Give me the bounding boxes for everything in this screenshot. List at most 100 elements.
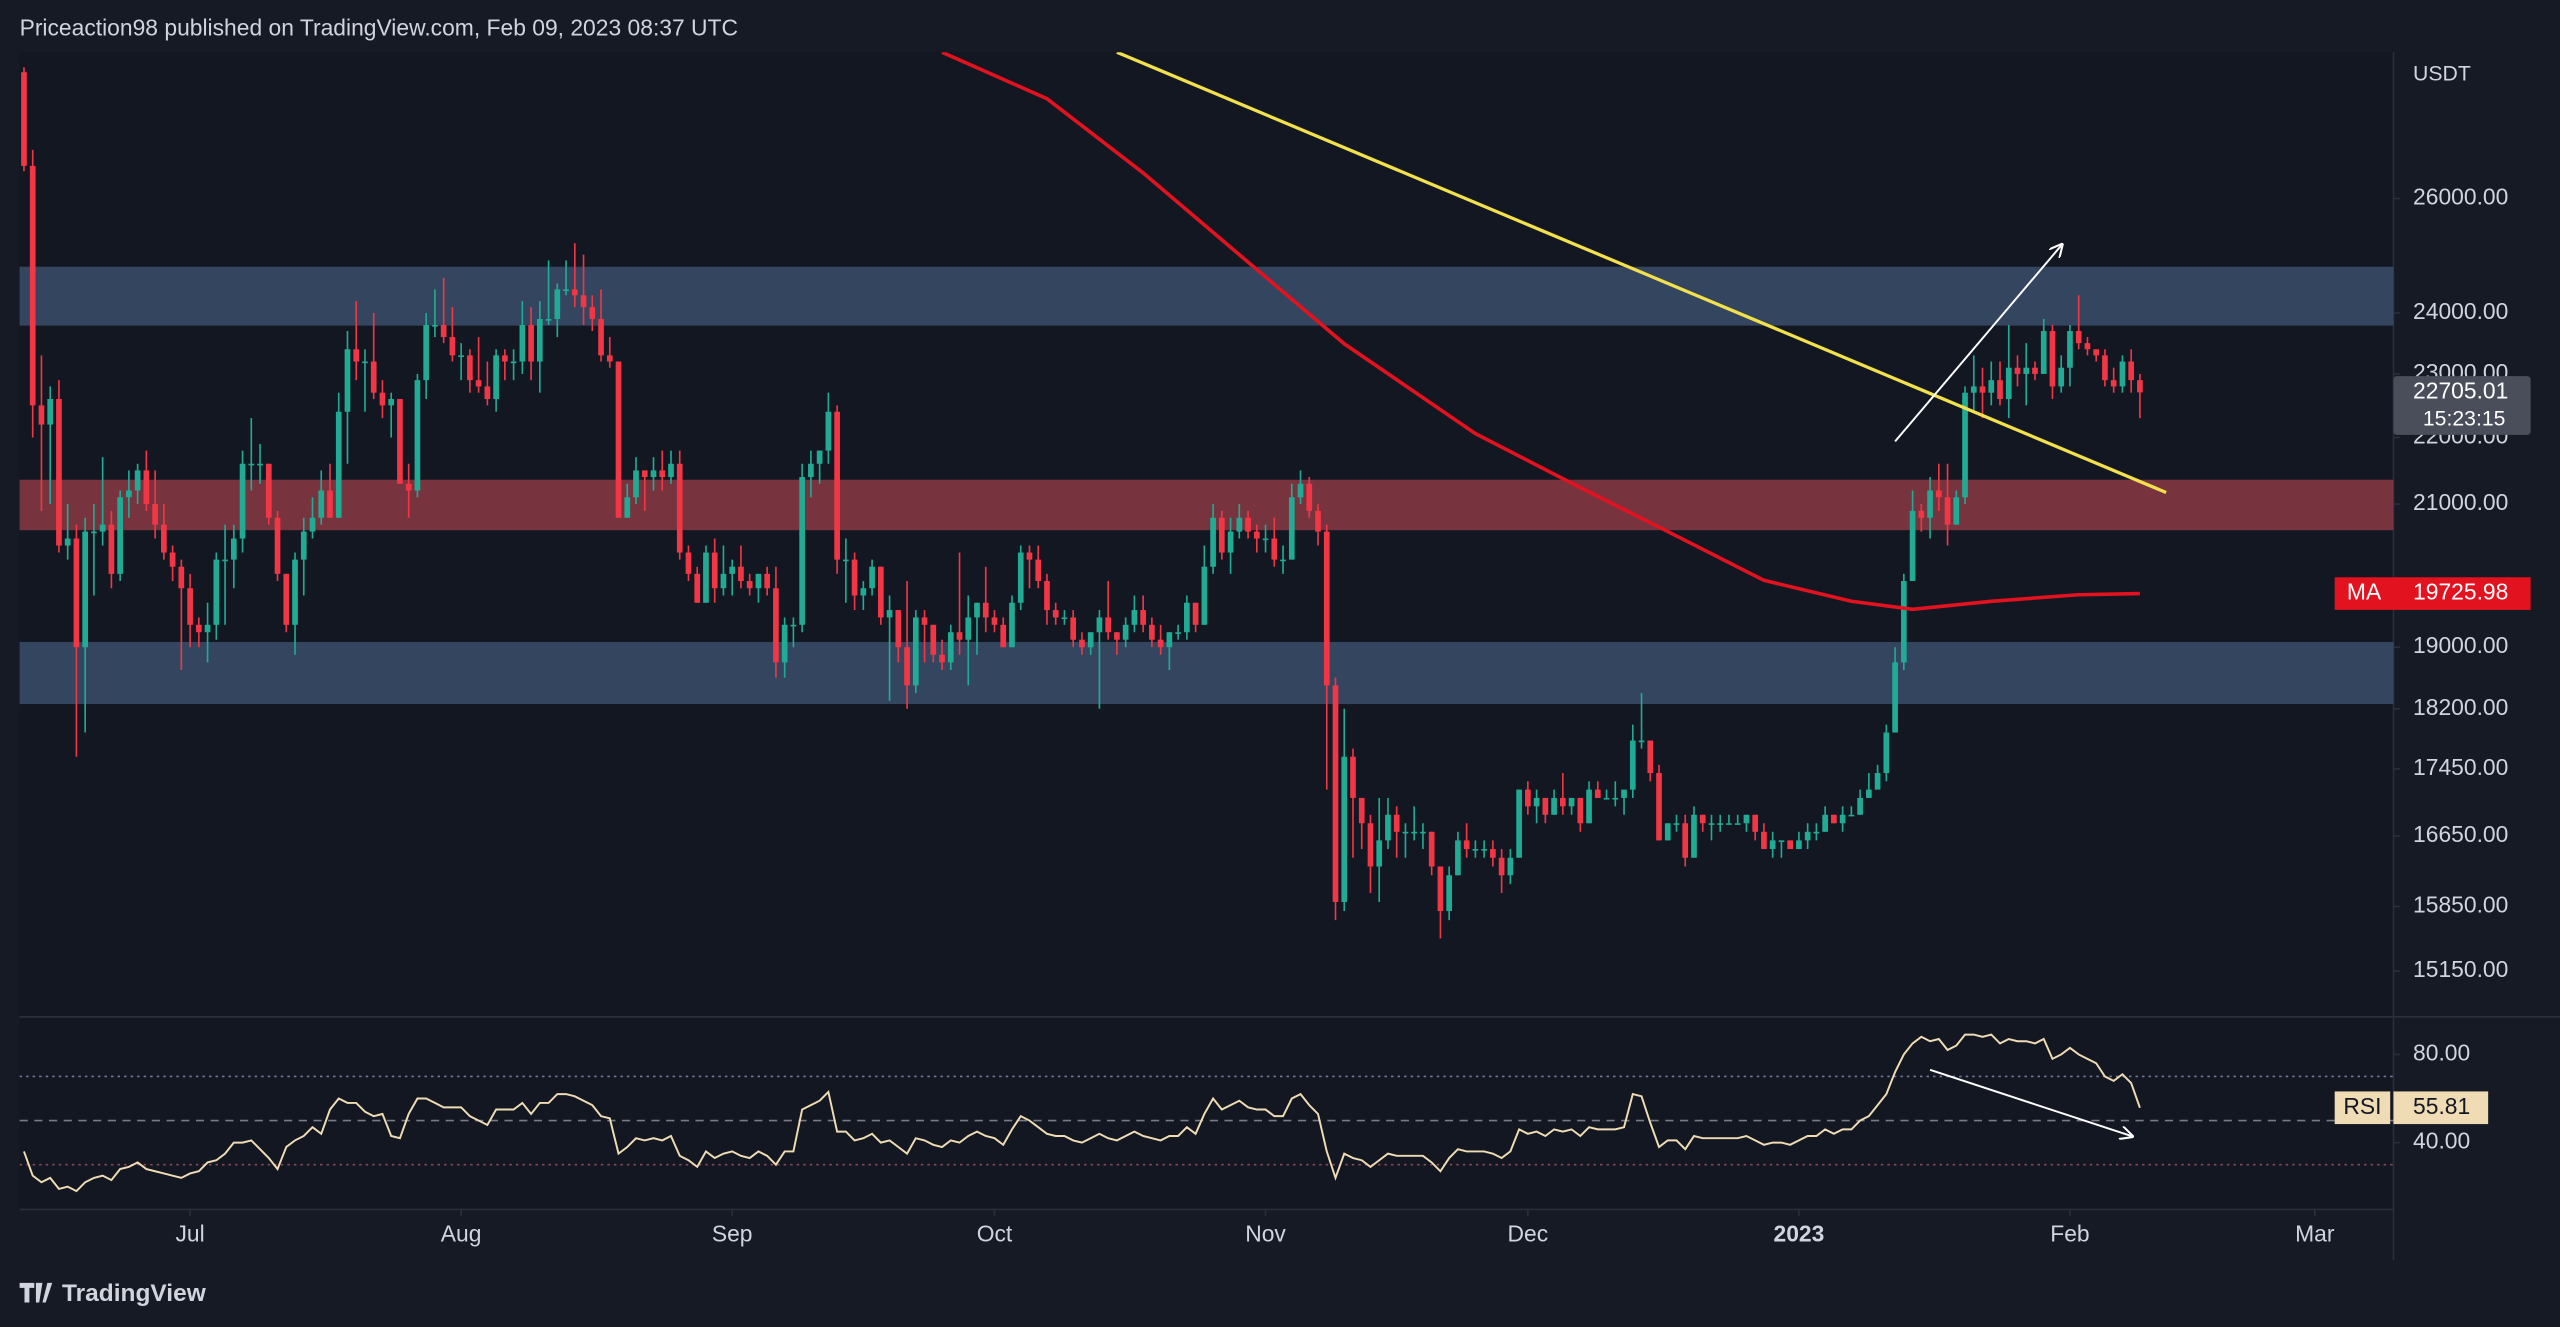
- candle-body: [432, 325, 438, 327]
- candle-body: [1551, 797, 1557, 815]
- candle-body: [860, 588, 867, 596]
- zone: [19, 641, 2394, 705]
- candle-body: [126, 490, 132, 498]
- candle-body: [2005, 367, 2012, 400]
- y-tick-label: 24000.00: [2413, 298, 2508, 324]
- candle-body: [484, 386, 491, 400]
- candle-body: [502, 355, 508, 362]
- candle-body: [1507, 857, 1514, 876]
- candle-body: [327, 490, 333, 518]
- candle-body: [1131, 610, 1138, 625]
- candle-body: [99, 524, 106, 532]
- candle-body: [1017, 552, 1024, 603]
- candle-body: [1577, 797, 1584, 824]
- candle-body: [1848, 814, 1855, 817]
- candle-body: [1796, 840, 1802, 850]
- candle-body: [790, 624, 797, 627]
- candle-body: [808, 463, 814, 478]
- candle-body: [2023, 367, 2030, 374]
- candle-body: [379, 392, 386, 406]
- candle-body: [1446, 875, 1453, 912]
- candle-body: [1979, 386, 1986, 393]
- candle-body: [178, 566, 185, 589]
- y-tick-label: 17450.00: [2413, 754, 2508, 780]
- candle-body: [974, 602, 980, 618]
- candle-body: [2102, 355, 2108, 381]
- candle-body: [545, 319, 552, 321]
- candle-body: [1892, 662, 1898, 733]
- candle-body: [335, 411, 342, 518]
- candle-body: [1122, 624, 1129, 640]
- candle-body: [213, 559, 220, 625]
- candle-body: [1096, 617, 1103, 633]
- candle-body: [694, 573, 701, 603]
- candle-body: [895, 610, 902, 648]
- candle-body: [29, 165, 36, 406]
- last-price-box: [2393, 376, 2531, 435]
- candle-body: [1350, 756, 1356, 798]
- candle-body: [1332, 685, 1339, 903]
- candle-body: [764, 573, 771, 589]
- candle-body: [1778, 840, 1785, 843]
- candle-body: [1140, 610, 1146, 625]
- candle-body: [204, 624, 211, 633]
- candle-body: [1734, 823, 1741, 825]
- brand: TradingView: [62, 1280, 207, 1307]
- candle-body: [467, 355, 473, 381]
- candle-body: [1997, 380, 2003, 400]
- candle-body: [1525, 789, 1531, 807]
- candle-body: [397, 399, 403, 484]
- candle-body: [82, 531, 89, 648]
- candle-body: [388, 399, 395, 406]
- candle-body: [1533, 797, 1540, 807]
- candle-body: [1883, 732, 1890, 774]
- y-tick-label: 15850.00: [2413, 892, 2508, 918]
- candle-body: [1175, 632, 1181, 634]
- y-tick-label: 26000.00: [2413, 184, 2508, 210]
- candle-body: [1297, 483, 1304, 498]
- candle-body: [685, 552, 692, 574]
- candle-body: [930, 624, 937, 655]
- candle-body: [1638, 740, 1645, 743]
- candle-body: [1437, 866, 1444, 912]
- candle-body: [1367, 823, 1374, 867]
- candle-body: [650, 470, 657, 478]
- candle-body: [965, 617, 972, 640]
- candle-body: [1656, 773, 1662, 841]
- candle-body: [1315, 510, 1321, 532]
- candle-body: [991, 617, 998, 625]
- x-tick-label: Nov: [1245, 1221, 1286, 1247]
- candle-body: [1490, 849, 1496, 858]
- candle-body: [1288, 497, 1295, 560]
- ma-value-box: [2393, 577, 2531, 610]
- candle-body: [73, 538, 80, 648]
- candle-body: [1402, 831, 1409, 834]
- x-tick-label: 2023: [1773, 1221, 1824, 1247]
- candle-body: [493, 355, 499, 400]
- candle-body: [21, 72, 27, 166]
- candle-body: [580, 295, 587, 308]
- candle-body: [2040, 331, 2047, 374]
- candle-body: [1839, 814, 1846, 824]
- candle-body: [2128, 361, 2135, 381]
- x-tick-label: Sep: [712, 1221, 753, 1247]
- countdown: 15:23:15: [2423, 408, 2506, 431]
- candle-body: [834, 411, 840, 560]
- last-price-label: 22705.01: [2413, 377, 2508, 403]
- candle-body: [589, 307, 596, 320]
- candle-body: [344, 349, 351, 412]
- candle-body: [1874, 773, 1881, 790]
- candle-body: [554, 289, 561, 320]
- candle-body: [1568, 797, 1575, 807]
- zone: [19, 266, 2394, 326]
- candle-body: [1691, 814, 1697, 858]
- rsi-y-tick-label: 40.00: [2413, 1128, 2470, 1154]
- ma-name: MA: [2347, 579, 2382, 605]
- candle-body: [606, 355, 613, 362]
- candle-body: [2014, 367, 2021, 374]
- candle-body: [1411, 831, 1418, 834]
- candle-body: [1708, 823, 1715, 825]
- candle-body: [1026, 552, 1033, 560]
- candle-body: [755, 573, 762, 589]
- candle-body: [982, 602, 989, 618]
